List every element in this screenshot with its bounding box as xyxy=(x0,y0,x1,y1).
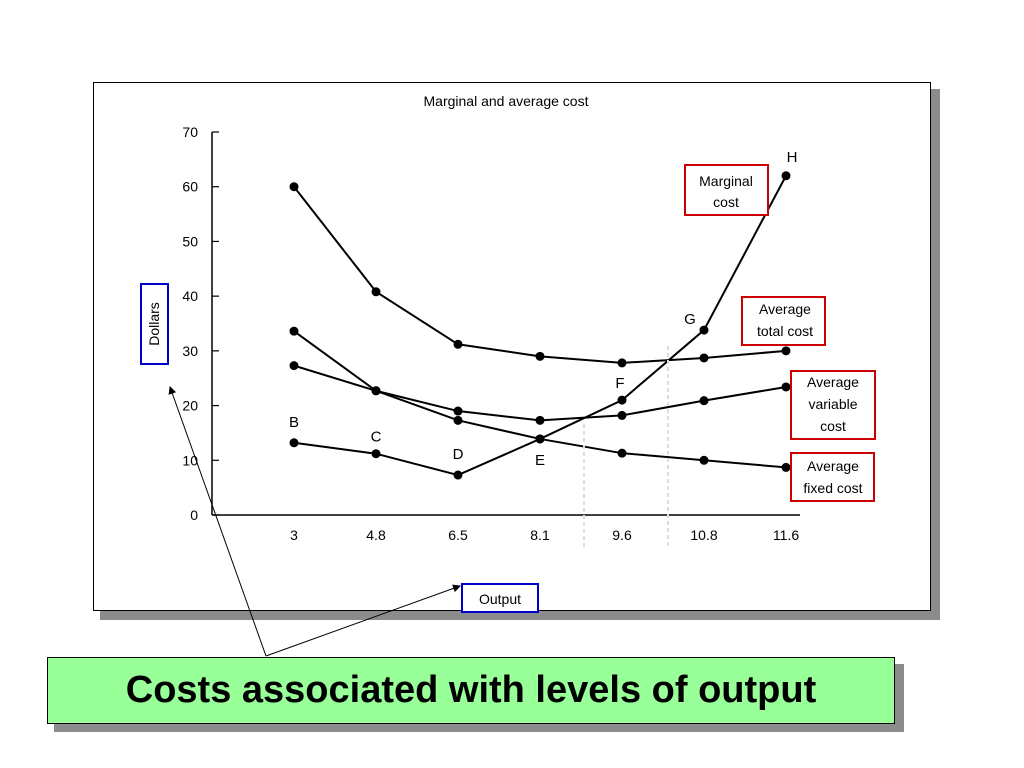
y-tick-label: 30 xyxy=(182,343,198,359)
x-axis-label: Output xyxy=(479,591,521,607)
legend-average-variable-cost-line3: cost xyxy=(820,418,846,434)
series-line-2 xyxy=(293,364,787,422)
series-1-point xyxy=(781,346,791,356)
series-1-point xyxy=(617,358,627,368)
legend-average-fixed-cost: Average fixed cost xyxy=(790,452,875,502)
point-label: B xyxy=(289,414,299,431)
series-1-point xyxy=(535,351,545,361)
series-1-point xyxy=(289,182,299,192)
series-lines xyxy=(293,175,787,477)
point-label: D xyxy=(453,446,464,463)
point-labels: B C D E F G H xyxy=(289,149,797,469)
y-tick-label: 60 xyxy=(182,179,198,195)
series-2-point xyxy=(289,361,299,371)
legend-average-fixed-cost-line2: fixed cost xyxy=(803,480,862,496)
legend-average-total-cost-line2: total cost xyxy=(757,323,813,339)
x-ticks: 3 4.8 6.5 8.1 9.6 10.8 11.6 xyxy=(290,527,799,543)
y-tick-label: 40 xyxy=(182,288,198,304)
series-1-point xyxy=(699,353,709,363)
series-1-point xyxy=(371,287,381,297)
y-axis-label: Dollars xyxy=(146,302,162,346)
legend-marginal-cost-line1: Marginal xyxy=(699,173,753,189)
y-tick-label: 0 xyxy=(190,507,198,523)
series-3-point xyxy=(699,455,709,465)
x-axis-label-box: Output xyxy=(461,583,539,613)
legend-average-variable-cost-line1: Average xyxy=(807,374,859,390)
legend-average-total-cost: Average total cost xyxy=(741,296,826,346)
x-tick-label: 6.5 xyxy=(448,527,468,543)
point-label: G xyxy=(684,311,696,328)
legend-average-variable-cost: Average variable cost xyxy=(790,370,876,440)
legend-average-fixed-cost-line1: Average xyxy=(807,458,859,474)
series-3-point xyxy=(781,462,791,472)
x-tick-label: 8.1 xyxy=(530,527,550,543)
legend-marginal-cost: Marginal cost xyxy=(684,164,769,216)
x-tick-label: 10.8 xyxy=(690,527,717,543)
series-2-point xyxy=(617,410,627,420)
legend-marginal-cost-line2: cost xyxy=(713,194,739,210)
series-0-point xyxy=(617,395,627,405)
series-1-point xyxy=(453,339,463,349)
series-3-point xyxy=(371,386,381,396)
series-0-point xyxy=(453,470,463,480)
y-tick-label: 70 xyxy=(182,124,198,140)
x-tick-label: 4.8 xyxy=(366,527,386,543)
series-3-point xyxy=(617,448,627,458)
point-label: E xyxy=(535,452,545,469)
series-0-point xyxy=(371,449,381,459)
series-points xyxy=(289,171,791,480)
chart-frame xyxy=(93,82,931,611)
arrow-to-x-label xyxy=(265,584,461,657)
series-2-point xyxy=(699,396,709,406)
series-2-point xyxy=(453,406,463,416)
x-tick-label: 9.6 xyxy=(612,527,632,543)
point-label: F xyxy=(615,375,624,392)
series-0-point xyxy=(699,325,709,335)
y-axis-label-box: Dollars xyxy=(140,283,169,365)
arrow-to-y-label xyxy=(168,386,267,657)
caption-text: Costs associated with levels of output xyxy=(125,669,817,711)
series-3-point xyxy=(289,326,299,336)
chart-title: Marginal and average cost xyxy=(424,93,589,109)
series-3-point xyxy=(453,415,463,425)
series-2-point xyxy=(781,382,791,392)
legend-average-total-cost-line1: Average xyxy=(759,301,811,317)
series-0-point xyxy=(289,438,299,448)
point-label: H xyxy=(787,149,798,166)
caption-box: Costs associated with levels of output xyxy=(47,657,895,724)
x-tick-label: 11.6 xyxy=(773,527,799,543)
legend-average-variable-cost-line2: variable xyxy=(808,396,857,412)
series-0-point xyxy=(781,171,791,181)
y-tick-label: 20 xyxy=(182,398,198,414)
point-label: C xyxy=(371,429,382,446)
y-tick-label: 50 xyxy=(182,233,198,249)
series-3-point xyxy=(535,434,545,444)
series-2-point xyxy=(535,415,545,425)
series-line-0 xyxy=(293,175,787,477)
x-tick-label: 3 xyxy=(290,527,298,543)
